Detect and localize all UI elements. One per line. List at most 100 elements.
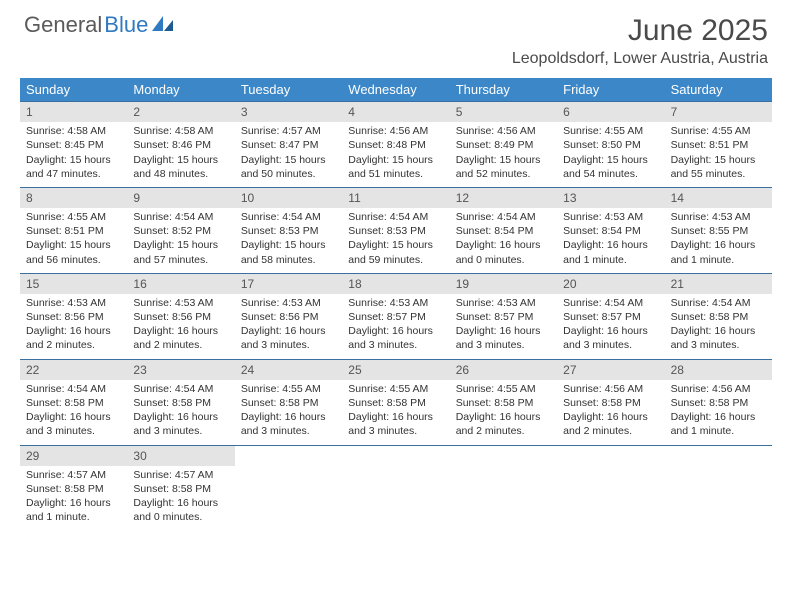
sunset-text: Sunset: 8:56 PM [241, 310, 336, 324]
calendar-cell: 16Sunrise: 4:53 AMSunset: 8:56 PMDayligh… [127, 274, 234, 359]
daylight-line2: and 3 minutes. [563, 338, 658, 352]
calendar-cell: 1Sunrise: 4:58 AMSunset: 8:45 PMDaylight… [20, 102, 127, 187]
day-body: Sunrise: 4:56 AMSunset: 8:49 PMDaylight:… [450, 122, 557, 187]
sunrise-text: Sunrise: 4:56 AM [348, 124, 443, 138]
sunset-text: Sunset: 8:58 PM [671, 310, 766, 324]
sunrise-text: Sunrise: 4:55 AM [348, 382, 443, 396]
sunrise-text: Sunrise: 4:53 AM [671, 210, 766, 224]
day-body: Sunrise: 4:53 AMSunset: 8:54 PMDaylight:… [557, 208, 664, 273]
sunrise-text: Sunrise: 4:53 AM [348, 296, 443, 310]
sunset-text: Sunset: 8:55 PM [671, 224, 766, 238]
week-row: 8Sunrise: 4:55 AMSunset: 8:51 PMDaylight… [20, 187, 772, 273]
sunrise-text: Sunrise: 4:56 AM [456, 124, 551, 138]
calendar-cell: 22Sunrise: 4:54 AMSunset: 8:58 PMDayligh… [20, 360, 127, 445]
page-subtitle: Leopoldsdorf, Lower Austria, Austria [512, 50, 768, 68]
sunset-text: Sunset: 8:57 PM [456, 310, 551, 324]
daylight-line1: Daylight: 15 hours [563, 153, 658, 167]
daylight-line2: and 51 minutes. [348, 167, 443, 181]
sunrise-text: Sunrise: 4:54 AM [241, 210, 336, 224]
calendar-cell: 18Sunrise: 4:53 AMSunset: 8:57 PMDayligh… [342, 274, 449, 359]
calendar-cell: 5Sunrise: 4:56 AMSunset: 8:49 PMDaylight… [450, 102, 557, 187]
daylight-line2: and 50 minutes. [241, 167, 336, 181]
logo-text-blue: Blue [104, 14, 148, 36]
sunset-text: Sunset: 8:46 PM [133, 138, 228, 152]
sunset-text: Sunset: 8:51 PM [26, 224, 121, 238]
daylight-line2: and 3 minutes. [241, 338, 336, 352]
daylight-line2: and 3 minutes. [133, 424, 228, 438]
daylight-line1: Daylight: 16 hours [563, 238, 658, 252]
daylight-line2: and 2 minutes. [563, 424, 658, 438]
week-row: 22Sunrise: 4:54 AMSunset: 8:58 PMDayligh… [20, 359, 772, 445]
calendar-cell: 23Sunrise: 4:54 AMSunset: 8:58 PMDayligh… [127, 360, 234, 445]
daylight-line2: and 1 minute. [671, 253, 766, 267]
day-number: 5 [450, 102, 557, 122]
day-number: 4 [342, 102, 449, 122]
day-body: Sunrise: 4:54 AMSunset: 8:58 PMDaylight:… [665, 294, 772, 359]
day-body: Sunrise: 4:55 AMSunset: 8:58 PMDaylight:… [342, 380, 449, 445]
calendar-cell: 27Sunrise: 4:56 AMSunset: 8:58 PMDayligh… [557, 360, 664, 445]
sunrise-text: Sunrise: 4:55 AM [671, 124, 766, 138]
sunrise-text: Sunrise: 4:56 AM [563, 382, 658, 396]
sunset-text: Sunset: 8:58 PM [563, 396, 658, 410]
day-body: Sunrise: 4:55 AMSunset: 8:50 PMDaylight:… [557, 122, 664, 187]
day-number: 28 [665, 360, 772, 380]
calendar-cell: 29Sunrise: 4:57 AMSunset: 8:58 PMDayligh… [20, 446, 127, 531]
daylight-line1: Daylight: 15 hours [133, 153, 228, 167]
calendar-cell: 9Sunrise: 4:54 AMSunset: 8:52 PMDaylight… [127, 188, 234, 273]
sunrise-text: Sunrise: 4:54 AM [563, 296, 658, 310]
day-body: Sunrise: 4:55 AMSunset: 8:58 PMDaylight:… [450, 380, 557, 445]
daylight-line2: and 58 minutes. [241, 253, 336, 267]
day-header-row: Sunday Monday Tuesday Wednesday Thursday… [20, 78, 772, 101]
day-number: 2 [127, 102, 234, 122]
day-number: 13 [557, 188, 664, 208]
daylight-line1: Daylight: 16 hours [563, 324, 658, 338]
daylight-line1: Daylight: 15 hours [241, 238, 336, 252]
page-title: June 2025 [512, 14, 768, 48]
day-number: 23 [127, 360, 234, 380]
sunset-text: Sunset: 8:53 PM [348, 224, 443, 238]
daylight-line2: and 3 minutes. [348, 424, 443, 438]
calendar-cell-empty [557, 446, 664, 531]
daylight-line2: and 55 minutes. [671, 167, 766, 181]
sunrise-text: Sunrise: 4:57 AM [26, 468, 121, 482]
daylight-line2: and 1 minute. [26, 510, 121, 524]
daylight-line2: and 2 minutes. [456, 424, 551, 438]
day-body: Sunrise: 4:53 AMSunset: 8:56 PMDaylight:… [235, 294, 342, 359]
sunset-text: Sunset: 8:58 PM [26, 482, 121, 496]
calendar-cell: 26Sunrise: 4:55 AMSunset: 8:58 PMDayligh… [450, 360, 557, 445]
daylight-line1: Daylight: 15 hours [241, 153, 336, 167]
sunrise-text: Sunrise: 4:55 AM [26, 210, 121, 224]
day-body: Sunrise: 4:55 AMSunset: 8:51 PMDaylight:… [665, 122, 772, 187]
sunset-text: Sunset: 8:56 PM [133, 310, 228, 324]
day-header-fri: Friday [557, 78, 664, 101]
calendar: Sunday Monday Tuesday Wednesday Thursday… [20, 78, 772, 530]
daylight-line1: Daylight: 15 hours [348, 238, 443, 252]
sunrise-text: Sunrise: 4:54 AM [456, 210, 551, 224]
sunrise-text: Sunrise: 4:57 AM [241, 124, 336, 138]
calendar-cell: 15Sunrise: 4:53 AMSunset: 8:56 PMDayligh… [20, 274, 127, 359]
day-header-sun: Sunday [20, 78, 127, 101]
sunset-text: Sunset: 8:58 PM [456, 396, 551, 410]
daylight-line1: Daylight: 16 hours [348, 324, 443, 338]
daylight-line1: Daylight: 16 hours [241, 324, 336, 338]
logo-sail-icon [152, 14, 174, 36]
daylight-line2: and 3 minutes. [456, 338, 551, 352]
day-body: Sunrise: 4:53 AMSunset: 8:55 PMDaylight:… [665, 208, 772, 273]
sunset-text: Sunset: 8:50 PM [563, 138, 658, 152]
week-row: 15Sunrise: 4:53 AMSunset: 8:56 PMDayligh… [20, 273, 772, 359]
sunset-text: Sunset: 8:53 PM [241, 224, 336, 238]
day-body: Sunrise: 4:58 AMSunset: 8:45 PMDaylight:… [20, 122, 127, 187]
sunset-text: Sunset: 8:58 PM [241, 396, 336, 410]
sunset-text: Sunset: 8:58 PM [133, 482, 228, 496]
daylight-line1: Daylight: 16 hours [133, 496, 228, 510]
day-number: 6 [557, 102, 664, 122]
daylight-line2: and 1 minute. [563, 253, 658, 267]
day-number: 8 [20, 188, 127, 208]
day-number: 25 [342, 360, 449, 380]
day-header-wed: Wednesday [342, 78, 449, 101]
daylight-line1: Daylight: 15 hours [26, 238, 121, 252]
day-number: 9 [127, 188, 234, 208]
day-header-thu: Thursday [450, 78, 557, 101]
daylight-line1: Daylight: 16 hours [26, 410, 121, 424]
calendar-cell: 28Sunrise: 4:56 AMSunset: 8:58 PMDayligh… [665, 360, 772, 445]
